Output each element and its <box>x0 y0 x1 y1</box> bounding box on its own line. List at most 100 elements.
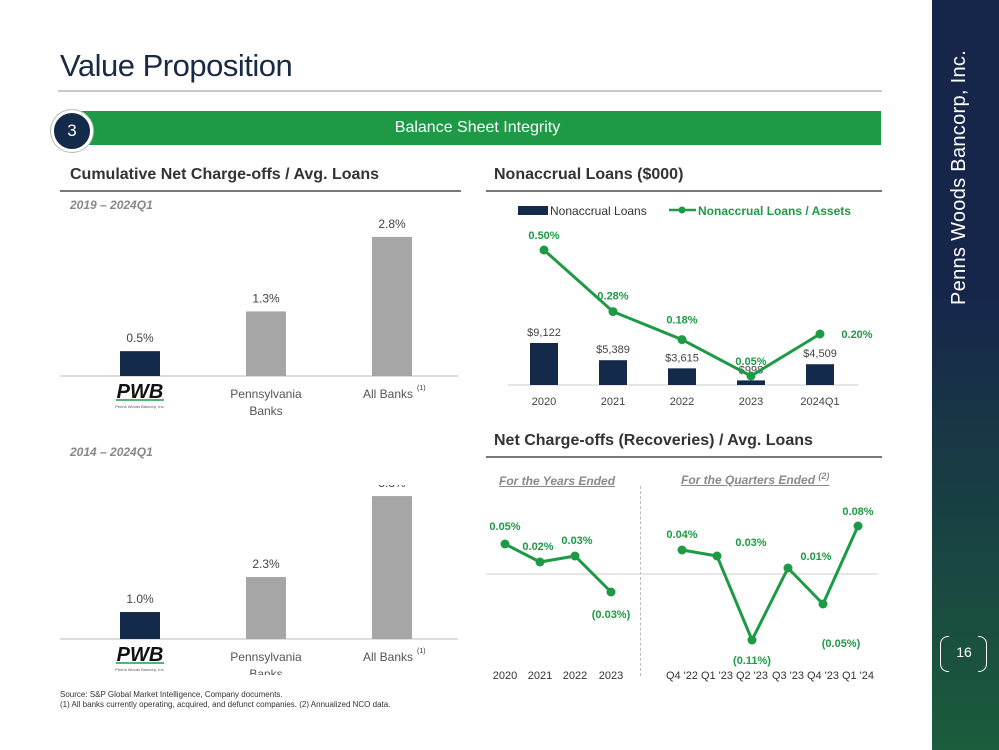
nonaccrual-x-tick: 2021 <box>601 396 625 408</box>
nco-quarters-data-label: 0.03% <box>735 537 766 549</box>
page-number: 16 <box>956 644 972 660</box>
nonaccrual-ratio-point <box>746 371 756 381</box>
chart2-bar <box>372 496 412 639</box>
chart2-data-label: 5.3% <box>378 485 406 490</box>
nco-years-x-tick: 2023 <box>599 670 623 682</box>
nco-quarters-point <box>853 521 863 531</box>
chart2-subtitle: 2014 – 2024Q1 <box>70 445 153 459</box>
years-quarters-divider <box>640 486 641 676</box>
footnote-line: (1) All banks currently operating, acqui… <box>60 700 391 709</box>
nonaccrual-x-tick: 2024Q1 <box>800 396 839 408</box>
nco-years-x-tick: 2020 <box>493 670 517 682</box>
chart2-bar <box>120 612 160 639</box>
chart1-subtitle: 2019 – 2024Q1 <box>70 198 153 212</box>
quarters-ended-label: For the Quarters Ended (2) <box>681 471 830 487</box>
nco-quarters-point <box>677 545 687 555</box>
legend-label-bars: Nonaccrual Loans <box>550 204 647 218</box>
nco-quarters-data-label: 0.04% <box>666 529 697 541</box>
nonaccrual-bar-label: $3,615 <box>665 352 699 364</box>
years-ended-label: For the Years Ended <box>499 474 616 488</box>
chart1-bar <box>120 351 160 376</box>
nco-years-point <box>535 557 545 567</box>
nonaccrual-rule <box>486 190 882 192</box>
nonaccrual-ratio-point <box>677 335 687 345</box>
chart2-category-label: All Banks <box>363 650 413 664</box>
nco-years-x-tick: 2022 <box>563 670 587 682</box>
nonaccrual-x-tick: 2022 <box>670 396 694 408</box>
nco-years-point <box>500 539 510 549</box>
chart-nonaccrual: Nonaccrual Loans Nonaccrual Loans / Asset… <box>508 204 873 408</box>
nco-years-x-tick: 2021 <box>528 670 552 682</box>
nco-quarters-x-tick: Q4 '23 <box>807 670 839 682</box>
nco-years-point <box>570 551 580 561</box>
chart-nco-recoveries: 0.05% 2020 0.02% 2021 0.03% 2022 (0.03%) 2023 0.… <box>486 506 878 682</box>
title-divider <box>58 90 882 92</box>
section-banner <box>74 111 881 145</box>
nco-quarters-data-label: (0.11%) <box>733 655 771 667</box>
chart1-category-label: Banks <box>249 404 282 418</box>
nonaccrual-x-tick: 2023 <box>739 396 763 408</box>
chart1-data-label: 0.5% <box>126 331 154 345</box>
legend-label-line: Nonaccrual Loans / Assets <box>698 204 851 218</box>
pwb-logo-subtext: Penns Woods Bancorp, Inc. <box>115 667 165 672</box>
nonaccrual-ratio-label: 0.28% <box>597 291 628 303</box>
nco-quarters-x-tick: Q4 '22 <box>666 670 698 682</box>
source-footnote: Source: S&P Global Market Intelligence, … <box>60 690 390 710</box>
nco-quarters-point <box>747 635 757 645</box>
chart2-category-label: Pennsylvania <box>230 650 302 664</box>
nonaccrual-x-tick: 2020 <box>532 396 556 408</box>
chart1-footnote-marker: (1) <box>417 385 426 392</box>
nonaccrual-bar-label: $4,509 <box>803 348 837 360</box>
nonaccrual-ratio-label: 0.50% <box>528 230 559 242</box>
nco-quarters-data-label: 0.08% <box>842 506 873 518</box>
section-number-badge: 3 <box>51 110 93 152</box>
company-name: Penns Woods Bancorp, Inc. <box>948 49 970 305</box>
nonaccrual-bar-label: $9,122 <box>527 327 561 339</box>
nonaccrual-ratio-point <box>539 245 549 255</box>
pwb-logo-subtext: Penns Woods Bancorp, Inc. <box>115 404 165 409</box>
nonaccrual-bar <box>530 343 558 385</box>
nonaccrual-title: Nonaccrual Loans ($000) <box>494 166 684 183</box>
nonaccrual-ratio-label: 0.20% <box>841 329 872 341</box>
nco-quarters-line <box>681 525 860 644</box>
nonaccrual-bar <box>668 368 696 385</box>
chart2-footnote-marker: (1) <box>417 648 426 655</box>
nonaccrual-bar <box>806 364 834 385</box>
chart2-category-label: Banks <box>249 667 282 675</box>
nco-quarters-data-label: (0.05%) <box>822 638 861 650</box>
page-title: Value Proposition <box>60 48 293 83</box>
nco-quarters-point <box>818 599 828 609</box>
chart2-data-label: 1.0% <box>126 592 154 606</box>
nco-quarters-point <box>712 551 722 561</box>
nco-recoveries-title: Net Charge-offs (Recoveries) / Avg. Loan… <box>494 432 813 449</box>
legend-swatch-marker <box>678 206 686 214</box>
nco-years-data-label: 0.02% <box>522 541 553 553</box>
nco-years-line <box>504 542 613 594</box>
sidebar <box>932 0 999 750</box>
nco-quarters-x-tick: Q1 '23 <box>701 670 733 682</box>
page-number-bracket-left <box>940 636 949 672</box>
nonaccrual-ratio-label: 0.18% <box>666 315 697 327</box>
chart2-data-label: 2.3% <box>252 557 280 571</box>
nco-quarters-x-tick: Q3 '23 <box>772 670 804 682</box>
nco-years-data-label: 0.03% <box>561 535 592 547</box>
left-panel-rule <box>60 190 461 192</box>
nco-years-data-label: 0.05% <box>489 521 520 533</box>
nco-recoveries-rule <box>486 456 882 458</box>
nco-quarters-point <box>783 563 793 573</box>
pwb-logo: PWB <box>117 381 164 403</box>
nonaccrual-ratio-point <box>608 307 618 317</box>
nco-quarters-x-tick: Q2 '23 <box>736 670 768 682</box>
legend-swatch-bars <box>518 206 548 215</box>
chart1-bar <box>372 236 412 376</box>
chart1-bar <box>246 311 286 376</box>
chart2-bar <box>246 576 286 639</box>
nonaccrual-ratio-label: 0.05% <box>735 356 766 368</box>
chart1-category-label: All Banks <box>363 387 413 401</box>
source-line: Source: S&P Global Market Intelligence, … <box>60 690 283 699</box>
nonaccrual-bar <box>599 360 627 385</box>
quarters-ended-note: (2) <box>818 471 830 481</box>
section-banner-label: Balance Sheet Integrity <box>394 119 561 136</box>
nonaccrual-bar <box>737 380 765 385</box>
